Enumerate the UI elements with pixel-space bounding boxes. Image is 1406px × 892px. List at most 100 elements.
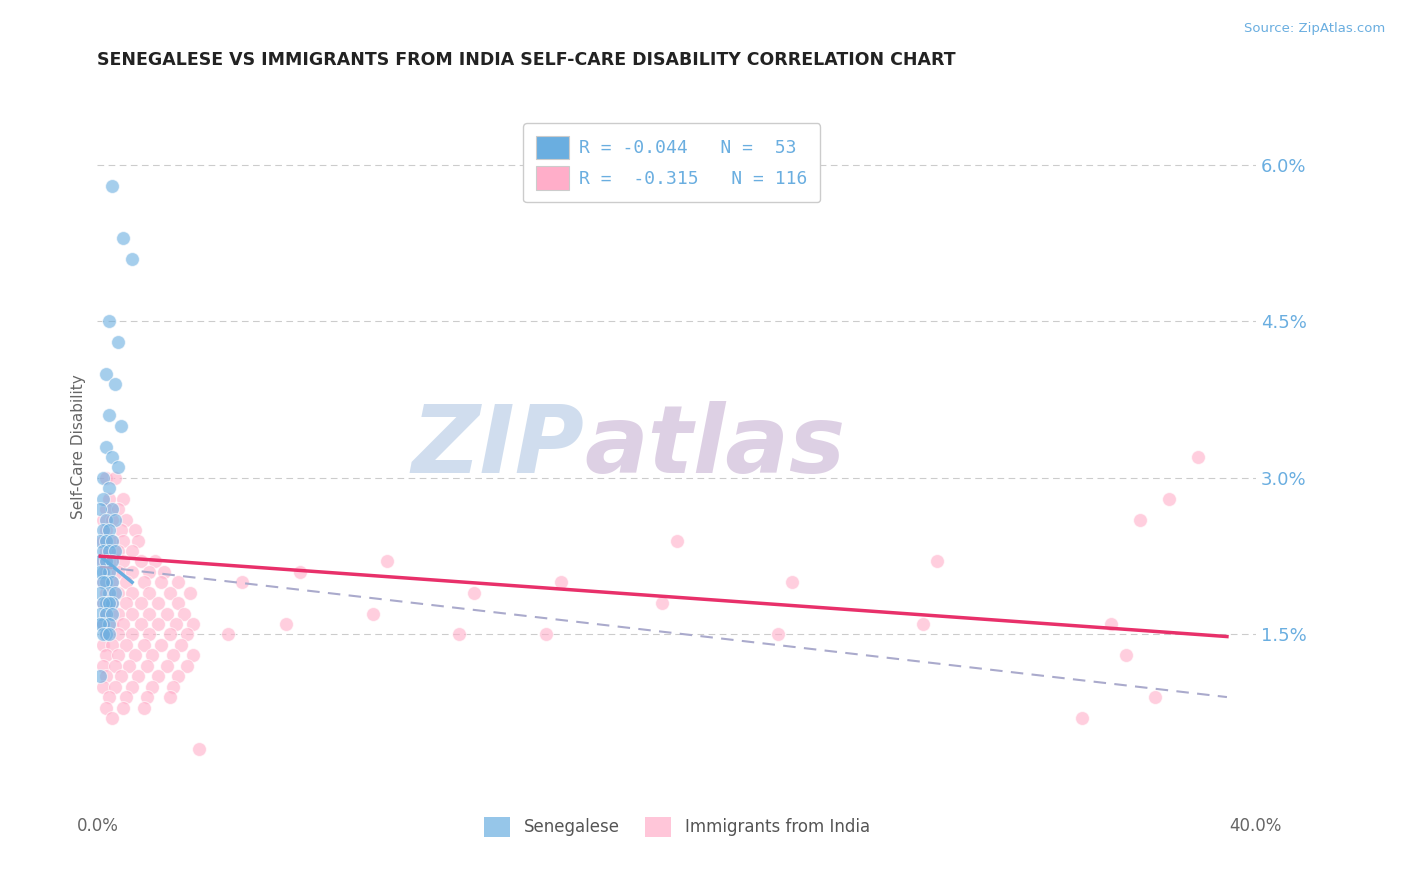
Point [115, 513, 138, 527]
Text: atlas: atlas [583, 401, 845, 492]
Point [121, 680, 143, 694]
Point [94, 607, 117, 621]
Point [101, 607, 124, 621]
Point [94, 585, 117, 599]
Point [170, 638, 193, 652]
Point [165, 617, 187, 632]
Point [159, 585, 181, 599]
Point [97, 690, 120, 704]
Point [176, 627, 198, 641]
Point [187, 742, 209, 756]
Point [107, 460, 129, 475]
Point [101, 502, 124, 516]
Point [91, 544, 114, 558]
Point [89, 585, 111, 599]
Point [162, 648, 184, 663]
Point [101, 596, 124, 610]
Point [127, 669, 149, 683]
Point [91, 523, 114, 537]
Point [101, 575, 124, 590]
Point [104, 658, 127, 673]
Point [107, 648, 129, 663]
Point [89, 617, 111, 632]
Point [94, 471, 117, 485]
Point [97, 481, 120, 495]
Point [121, 607, 143, 621]
Point [89, 533, 111, 548]
Point [94, 565, 117, 579]
Point [121, 627, 143, 641]
Point [104, 471, 127, 485]
Point [162, 680, 184, 694]
Point [127, 533, 149, 548]
Point [94, 502, 117, 516]
Point [135, 658, 157, 673]
Point [101, 178, 124, 193]
Point [150, 638, 173, 652]
Point [107, 544, 129, 558]
Point [121, 585, 143, 599]
Point [167, 669, 190, 683]
Point [115, 575, 138, 590]
Point [91, 471, 114, 485]
Text: SENEGALESE VS IMMIGRANTS FROM INDIA SELF-CARE DISABILITY CORRELATION CHART: SENEGALESE VS IMMIGRANTS FROM INDIA SELF… [97, 51, 956, 69]
Point [138, 627, 160, 641]
Point [91, 565, 114, 579]
Point [141, 680, 163, 694]
Point [104, 544, 127, 558]
Point [97, 565, 120, 579]
Point [97, 596, 120, 610]
Legend: Senegalese, Immigrants from India: Senegalese, Immigrants from India [477, 810, 876, 844]
Point [463, 585, 485, 599]
Point [159, 627, 181, 641]
Point [107, 335, 129, 350]
Point [766, 627, 789, 641]
Point [361, 607, 384, 621]
Point [101, 554, 124, 568]
Point [550, 575, 572, 590]
Point [129, 617, 152, 632]
Point [97, 314, 120, 328]
Point [107, 585, 129, 599]
Point [101, 638, 124, 652]
Point [110, 669, 132, 683]
Point [89, 554, 111, 568]
Point [148, 617, 170, 632]
Point [118, 658, 141, 673]
Point [91, 596, 114, 610]
Point [148, 669, 170, 683]
Point [94, 544, 117, 558]
Text: ZIP: ZIP [411, 401, 583, 492]
Point [101, 617, 124, 632]
Point [107, 607, 129, 621]
Point [112, 533, 135, 548]
Point [97, 523, 120, 537]
Point [1071, 711, 1094, 725]
Point [124, 523, 146, 537]
Point [112, 700, 135, 714]
Point [121, 565, 143, 579]
Point [121, 252, 143, 266]
Point [94, 607, 117, 621]
Point [181, 648, 204, 663]
Point [159, 690, 181, 704]
Point [107, 502, 129, 516]
Point [91, 617, 114, 632]
Point [91, 554, 114, 568]
Point [148, 596, 170, 610]
Point [782, 575, 804, 590]
Point [91, 627, 114, 641]
Point [141, 648, 163, 663]
Point [97, 627, 120, 641]
Point [94, 596, 117, 610]
Point [115, 690, 138, 704]
Point [665, 533, 688, 548]
Point [115, 596, 138, 610]
Y-axis label: Self-Care Disability: Self-Care Disability [72, 375, 86, 519]
Point [107, 565, 129, 579]
Point [129, 554, 152, 568]
Point [91, 638, 114, 652]
Point [94, 554, 117, 568]
Point [217, 627, 239, 641]
Point [89, 502, 111, 516]
